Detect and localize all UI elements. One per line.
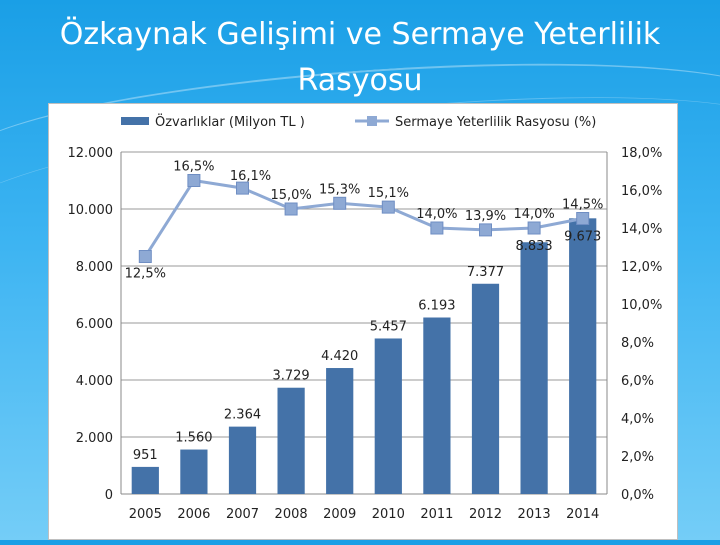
line-data-label: 15,0%: [270, 188, 311, 203]
bar-data-label: 2.364: [224, 408, 261, 423]
line-data-label: 13,9%: [465, 209, 506, 224]
y-right-tick-label: 12,0%: [621, 260, 662, 275]
y-right-tick-label: 6,0%: [621, 374, 654, 389]
bar: [277, 387, 305, 494]
bar-data-label: 7.377: [467, 265, 504, 280]
y-left-tick-label: 10.000: [68, 203, 114, 218]
y-right-tick-label: 8,0%: [621, 336, 654, 351]
line-data-label: 15,1%: [368, 186, 409, 201]
y-right-tick-label: 10,0%: [621, 298, 662, 313]
line-marker: [430, 221, 444, 235]
line-data-label: 14,0%: [416, 207, 457, 222]
bar-data-label: 9.673: [564, 230, 601, 245]
line-data-label: 15,3%: [319, 182, 360, 197]
bar-data-label: 5.457: [370, 319, 407, 334]
line-marker: [138, 250, 152, 263]
legend-swatch-bar: [121, 117, 149, 125]
line-data-label: 16,5%: [173, 160, 214, 175]
bar: [423, 317, 451, 494]
line-marker: [479, 223, 492, 237]
legend-label: Özvarlıklar (Milyon TL ): [155, 113, 305, 130]
legend-swatch-marker: [367, 116, 377, 126]
x-tick-label: 2014: [566, 507, 599, 522]
line-marker: [527, 221, 541, 235]
bar-data-label: 1.560: [175, 431, 212, 446]
y-left-tick-label: 2.000: [76, 431, 113, 446]
line-marker: [187, 174, 201, 187]
legend-label: Sermaye Yeterlilik Rasyosu (%): [395, 115, 596, 130]
x-tick-label: 2011: [420, 507, 453, 522]
x-tick-label: 2013: [518, 507, 551, 522]
combo-chart: 0 2.000 4.000 6.000 8.000 10.000 12.000 0,0% 2,0…: [68, 113, 663, 522]
line-marker: [333, 196, 347, 210]
bar-data-label: 951: [133, 448, 158, 463]
slide-title: Özkaynak Gelişimi ve Sermaye Yeterlilik …: [59, 17, 661, 98]
bar: [228, 426, 257, 494]
y-right-tick-label: 18,0%: [621, 146, 662, 161]
bar: [131, 466, 159, 494]
y-left-tick-label: 8.000: [76, 260, 113, 275]
x-tick-label: 2012: [469, 507, 502, 522]
y-left-tick-label: 12.000: [68, 146, 114, 161]
line-marker: [381, 200, 395, 214]
y-right-tick-label: 16,0%: [621, 184, 662, 199]
y-right-tick-label: 14,0%: [621, 222, 662, 237]
bar: [520, 242, 548, 494]
bar-data-label: 3.729: [272, 369, 309, 384]
bar-data-label: 4.420: [321, 349, 358, 364]
bar-data-label: 6.193: [418, 298, 455, 313]
x-tick-label: 2009: [323, 507, 356, 522]
x-tick-label: 2005: [129, 507, 162, 522]
line-data-label: 14,0%: [513, 207, 554, 222]
chart-container: 0 2.000 4.000 6.000 8.000 10.000 12.000 0,0% 2,0…: [48, 103, 678, 540]
line-marker: [284, 202, 298, 216]
bar: [569, 218, 597, 494]
y-left-tick-label: 4.000: [76, 374, 113, 389]
bar: [180, 449, 208, 494]
x-tick-label: 2008: [275, 507, 308, 522]
series-line: [144, 178, 583, 258]
y-right-tick-label: 4,0%: [621, 412, 654, 427]
bar: [374, 338, 402, 494]
bar: [471, 283, 500, 494]
bar: [326, 368, 354, 494]
x-tick-label: 2006: [177, 507, 210, 522]
line-data-label: 16,1%: [230, 169, 271, 184]
y-right-tick-label: 2,0%: [621, 450, 654, 465]
line-marker: [236, 181, 249, 195]
line-data-label: 14,5%: [562, 198, 603, 213]
y-left-tick-label: 6.000: [76, 317, 113, 332]
x-tick-label: 2007: [226, 507, 259, 522]
x-tick-label: 2010: [372, 507, 405, 522]
line-marker: [576, 212, 590, 225]
y-right-tick-label: 0,0%: [621, 488, 654, 503]
y-left-tick-label: 0: [105, 488, 113, 503]
line-data-label: 12,5%: [125, 267, 166, 282]
bar-data-label: 8.833: [515, 239, 552, 254]
